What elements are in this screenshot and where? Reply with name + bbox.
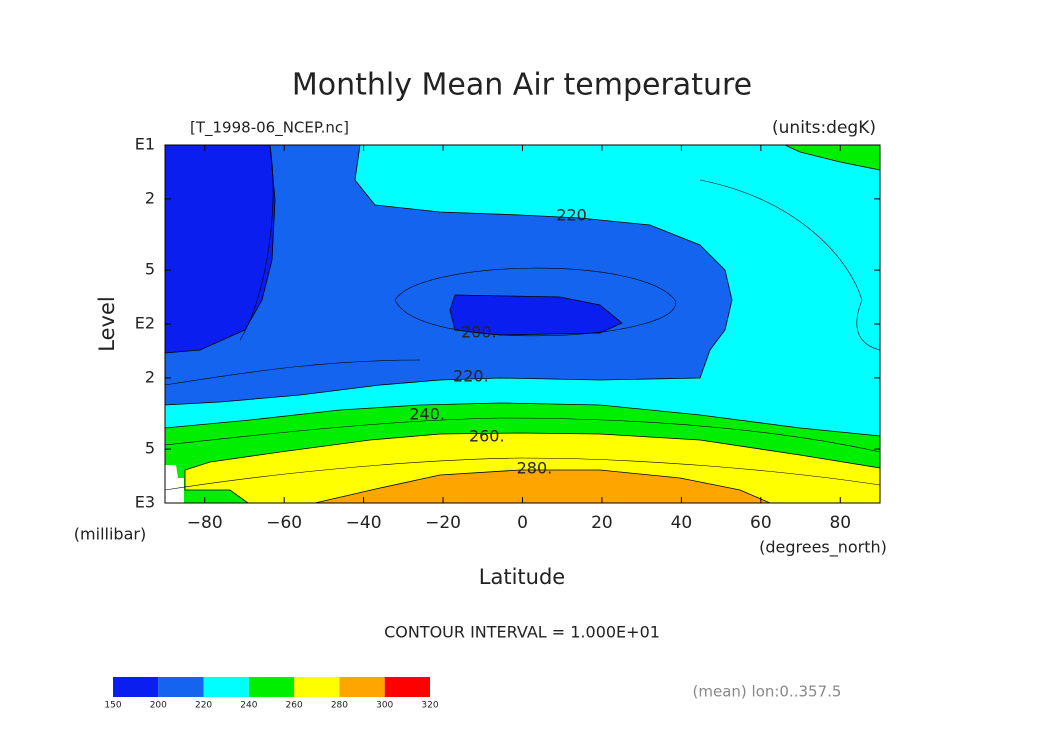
colorbar-label: 320 bbox=[421, 701, 438, 711]
colorbar-cell bbox=[203, 677, 249, 697]
colorbar-cell bbox=[248, 677, 295, 697]
y-tick-label: E3 bbox=[135, 493, 155, 512]
y-units: (millibar) bbox=[74, 525, 146, 544]
note: (mean) lon:0..357.5 bbox=[693, 683, 842, 701]
colorbar-label: 220 bbox=[195, 701, 212, 711]
colorbar-cell bbox=[113, 677, 159, 697]
colorbar-label: 240 bbox=[240, 701, 257, 711]
colorbar-label: 260 bbox=[286, 701, 303, 711]
x-axis-label: Latitude bbox=[479, 565, 565, 589]
x-units: (degrees_north) bbox=[759, 538, 887, 558]
x-tick-label: 40 bbox=[671, 513, 693, 533]
contour-label: 220. bbox=[453, 367, 489, 386]
contour-region bbox=[164, 144, 733, 406]
x-tick-label: 80 bbox=[829, 513, 851, 533]
colorbar-cell bbox=[158, 677, 204, 697]
file-label: [T_1998-06_NCEP.nc] bbox=[190, 119, 349, 138]
chart-title: Monthly Mean Air temperature bbox=[292, 68, 752, 103]
y-tick-label: 2 bbox=[145, 367, 155, 386]
contour-region bbox=[449, 294, 623, 336]
x-tick-label: −60 bbox=[266, 513, 302, 533]
colorbar-label: 200 bbox=[150, 701, 167, 711]
y-tick-label: E2 bbox=[135, 314, 155, 333]
units-label: (units:degK) bbox=[772, 118, 876, 138]
contour-line bbox=[164, 144, 881, 491]
contour-label: 200. bbox=[461, 322, 497, 341]
contour-region bbox=[314, 469, 771, 504]
contour-fills bbox=[164, 144, 881, 504]
contour-label: 260. bbox=[469, 427, 505, 446]
contour-label: 240. bbox=[409, 404, 445, 423]
contour-label: 280. bbox=[517, 459, 553, 478]
contour-region bbox=[164, 144, 276, 354]
x-tick-label: −40 bbox=[346, 513, 382, 533]
x-tick-label: −20 bbox=[425, 513, 461, 533]
x-tick-label: 20 bbox=[591, 513, 613, 533]
y-tick-label: E1 bbox=[135, 135, 155, 154]
y-axis-label: Level bbox=[95, 296, 119, 351]
colorbar-cell bbox=[294, 677, 340, 697]
colorbar-label: 280 bbox=[331, 701, 348, 711]
x-tick-label: 60 bbox=[750, 513, 772, 533]
x-tick-label: 0 bbox=[517, 513, 528, 533]
colorbar-cell bbox=[384, 677, 430, 697]
x-tick-label: −80 bbox=[187, 513, 223, 533]
colorbar-label: 150 bbox=[104, 701, 121, 711]
colorbar-label: 300 bbox=[376, 701, 393, 711]
footer: CONTOUR INTERVAL = 1.000E+01 bbox=[384, 623, 660, 642]
y-tick-label: 5 bbox=[145, 439, 155, 458]
y-tick-label: 2 bbox=[145, 188, 155, 207]
y-tick-label: 5 bbox=[145, 260, 155, 279]
colorbar-cell bbox=[339, 677, 385, 697]
contour-label: 220. bbox=[556, 206, 592, 225]
missing-region bbox=[165, 465, 184, 503]
